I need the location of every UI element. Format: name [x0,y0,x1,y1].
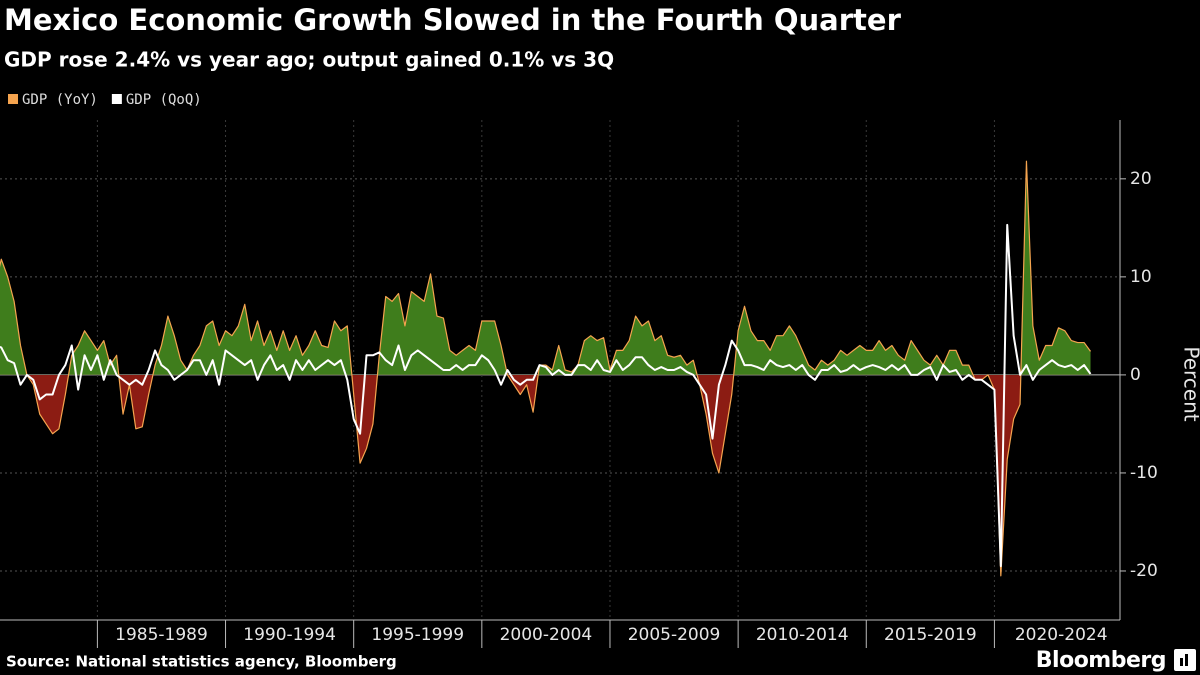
x-tick-label: 1995-1999 [371,625,464,645]
x-tick-label: 1990-1994 [243,625,336,645]
x-tick-label: 2015-2019 [884,625,977,645]
chart-title: Mexico Economic Growth Slowed in the Fou… [4,3,902,37]
source: Source: National statistics agency, Bloo… [6,653,397,671]
series-line [0,223,1092,568]
x-tick-label: 2020-2024 [1015,625,1108,645]
y-tick-label: 20 [1130,169,1152,189]
plot-area: 20 10 0 -10 -20 1985-1989 1990-1994 1995-1999 20… [0,120,1158,648]
y-tick-label: 10 [1130,267,1152,287]
y-tick-label: -10 [1130,463,1158,483]
brand-icon-bar [1185,654,1188,666]
y-axis-label: Percent [1180,346,1200,421]
brand: Bloomberg [1036,648,1166,673]
legend-swatch [111,94,122,104]
x-tick-label: 2005-2009 [628,625,721,645]
x-tick-label: 2000-2004 [500,625,593,645]
y-tick-label: 0 [1130,365,1141,385]
legend-label: GDP (YoY) [22,92,98,108]
legend-swatch [8,94,18,104]
legend-label: GDP (QoQ) [126,92,202,108]
brand-icon-bar [1180,658,1183,666]
chart-subtitle: GDP rose 2.4% vs year ago; output gained… [4,48,614,72]
x-tick-label: 2010-2014 [756,625,849,645]
x-tick-label: 1985-1989 [115,625,208,645]
y-tick-label: -20 [1130,561,1158,581]
